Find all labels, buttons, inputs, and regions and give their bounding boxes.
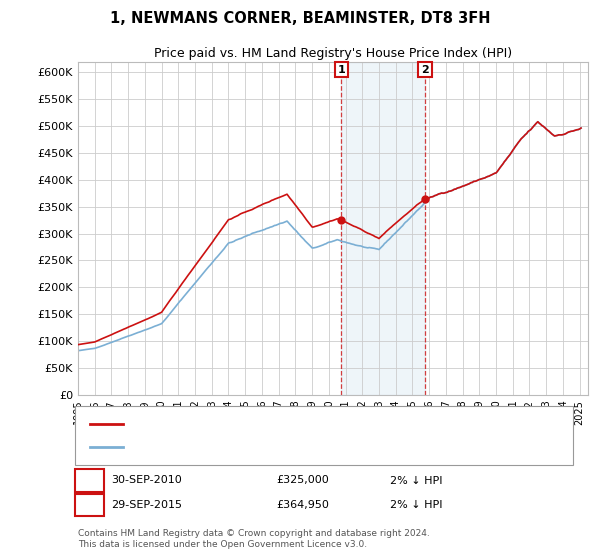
Text: 1, NEWMANS CORNER, BEAMINSTER, DT8 3FH: 1, NEWMANS CORNER, BEAMINSTER, DT8 3FH — [110, 11, 490, 26]
Text: 2% ↓ HPI: 2% ↓ HPI — [390, 475, 443, 486]
Text: £325,000: £325,000 — [276, 475, 329, 486]
Title: Price paid vs. HM Land Registry's House Price Index (HPI): Price paid vs. HM Land Registry's House … — [154, 48, 512, 60]
Text: HPI: Average price, detached house, Dorset: HPI: Average price, detached house, Dors… — [129, 442, 356, 452]
Text: 2: 2 — [85, 498, 94, 512]
Text: Contains HM Land Registry data © Crown copyright and database right 2024.
This d: Contains HM Land Registry data © Crown c… — [78, 529, 430, 549]
Bar — [341, 62, 425, 395]
Text: 2% ↓ HPI: 2% ↓ HPI — [390, 500, 443, 510]
Text: 2: 2 — [421, 64, 429, 74]
Text: 30-SEP-2010: 30-SEP-2010 — [111, 475, 182, 486]
Text: 1, NEWMANS CORNER, BEAMINSTER, DT8 3FH (detached house): 1, NEWMANS CORNER, BEAMINSTER, DT8 3FH (… — [129, 419, 464, 429]
Text: 29-SEP-2015: 29-SEP-2015 — [111, 500, 182, 510]
Text: £364,950: £364,950 — [276, 500, 329, 510]
Text: 1: 1 — [337, 64, 345, 74]
Text: 1: 1 — [85, 474, 94, 487]
